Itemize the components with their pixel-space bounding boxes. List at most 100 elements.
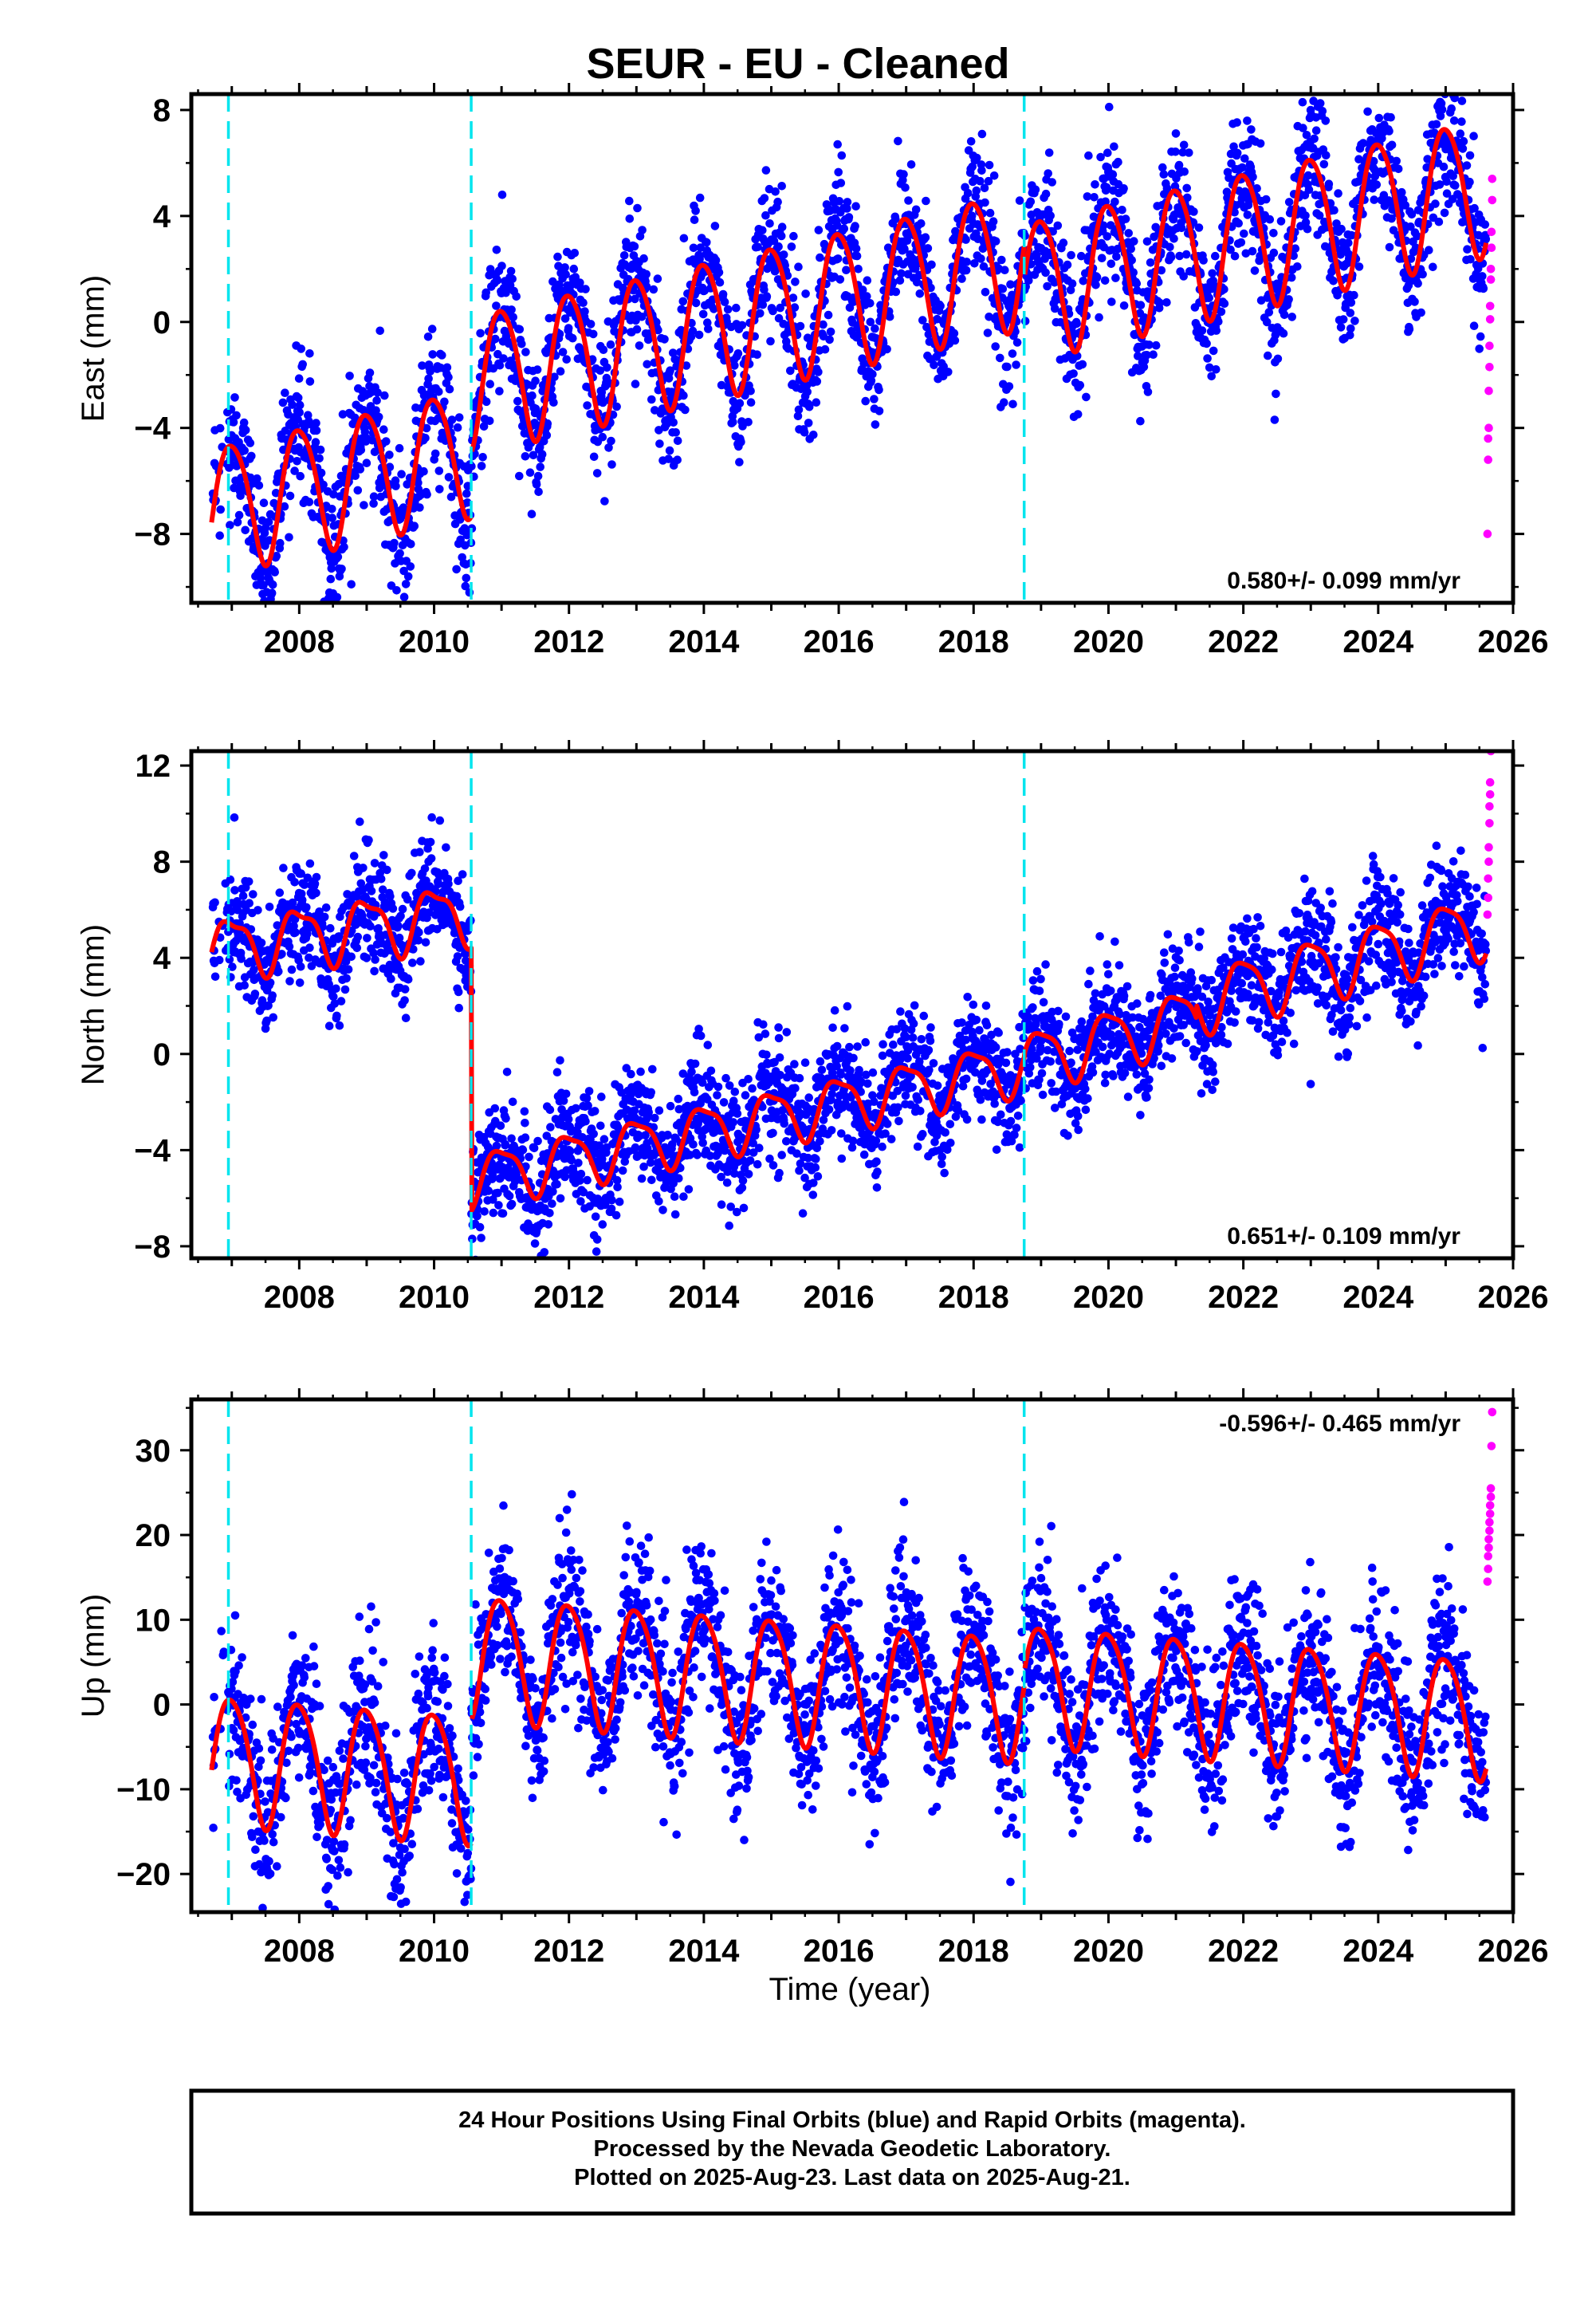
final-point-1-1655 (886, 1135, 896, 1143)
final-point-1-1501 (824, 1105, 834, 1114)
final-point-0-1079 (654, 325, 662, 335)
final-point-0-3047 (1449, 116, 1459, 125)
final-point-1-359 (363, 934, 371, 943)
final-point-0-235 (312, 426, 321, 435)
final-point-0-1363 (769, 306, 777, 316)
final-point-0-2645 (1287, 273, 1296, 282)
final-point-0-1413 (788, 293, 798, 302)
final-point-1-829 (552, 1068, 562, 1076)
final-point-0-2157 (1090, 193, 1099, 202)
final-point-0-352 (360, 501, 368, 510)
final-point-0-663 (485, 416, 494, 426)
final-point-0-1028 (633, 203, 642, 213)
final-point-0-2161 (1091, 281, 1100, 289)
final-point-0-233 (311, 438, 320, 447)
final-point-1-118 (265, 903, 274, 911)
final-point-1-1708 (908, 1033, 918, 1042)
final-point-1-268 (326, 923, 335, 933)
final-point-0-1232 (715, 277, 725, 287)
final-point-0-2114 (1072, 319, 1081, 329)
final-point-1-1645 (883, 1120, 892, 1128)
final-point-0-2730 (1322, 151, 1331, 160)
rapid-point-0-8 (1485, 301, 1495, 311)
final-point-0-337 (353, 486, 363, 495)
final-point-0-2904 (1392, 156, 1401, 166)
final-point-0-403 (380, 391, 389, 400)
final-point-1-1235 (717, 1200, 726, 1209)
final-point-1-585 (454, 987, 463, 997)
final-point-1-1532 (837, 1154, 847, 1163)
final-point-0-646 (478, 453, 487, 462)
final-point-0-1444 (801, 289, 810, 298)
final-point-0-1418 (791, 277, 800, 286)
final-point-0-3068 (1458, 144, 1468, 153)
final-point-0-127 (268, 580, 277, 589)
final-point-0-47 (236, 491, 245, 500)
final-point-1-180 (290, 878, 299, 887)
final-point-0-1377 (774, 242, 783, 251)
final-point-0-1733 (918, 316, 927, 325)
final-point-1-1274 (733, 1109, 742, 1118)
final-point-0-3040 (1447, 104, 1456, 113)
final-point-1-1081 (655, 1106, 664, 1115)
final-point-0-2216 (1114, 157, 1122, 167)
final-point-0-2164 (1092, 273, 1102, 281)
final-point-0-468 (407, 540, 415, 549)
final-point-0-431 (391, 482, 400, 490)
final-point-0-117 (264, 518, 273, 526)
final-point-0-1487 (819, 320, 827, 329)
final-point-0-2659 (1293, 262, 1302, 271)
final-point-0-2511 (1232, 148, 1242, 158)
final-point-0-1705 (906, 160, 916, 169)
final-point-0-2768 (1337, 224, 1346, 234)
final-point-0-500 (419, 466, 428, 476)
final-point-0-2041 (1043, 281, 1052, 291)
final-point-0-135 (271, 489, 281, 498)
final-point-0-787 (535, 443, 544, 452)
final-point-0-771 (529, 451, 538, 460)
final-point-0-2792 (1346, 298, 1356, 307)
final-point-0-1746 (923, 244, 933, 253)
final-point-1-489 (415, 848, 424, 856)
final-point-0-1595 (863, 292, 871, 301)
final-point-0-1264 (729, 417, 737, 427)
final-point-0-1875 (976, 176, 985, 186)
final-point-0-303 (340, 542, 348, 552)
final-point-1-295 (336, 997, 346, 1005)
final-point-0-677 (491, 334, 500, 344)
final-point-0-3062 (1456, 129, 1465, 138)
final-point-1-1224 (713, 1091, 721, 1100)
final-point-0-777 (531, 404, 541, 413)
final-point-0-2611 (1273, 354, 1283, 364)
final-point-0-2226 (1118, 206, 1126, 214)
rapid-point-0-7 (1485, 315, 1495, 324)
final-point-0-776 (531, 376, 540, 386)
x-tick-label-0-3: 2014 (668, 624, 740, 659)
final-point-1-1396 (782, 1028, 792, 1037)
final-point-0-190 (293, 393, 303, 403)
final-point-0-1677 (895, 276, 905, 285)
final-point-0-1326 (753, 242, 762, 252)
final-point-1-1510 (828, 1023, 837, 1033)
final-point-0-1040 (638, 226, 647, 234)
final-point-1-1080 (655, 1197, 663, 1206)
final-point-1-1591 (861, 1037, 870, 1047)
final-point-0-1008 (625, 196, 634, 206)
final-point-0-1141 (678, 297, 688, 306)
final-point-0-401 (379, 425, 388, 434)
final-point-0-2373 (1177, 223, 1186, 233)
final-point-0-104 (259, 580, 268, 589)
final-point-0-2435 (1202, 339, 1211, 348)
final-point-0-377 (369, 492, 379, 501)
final-point-0-558 (442, 363, 452, 372)
final-point-0-1841 (961, 266, 971, 275)
final-point-1-209 (302, 903, 311, 912)
final-point-1-684 (494, 1201, 503, 1210)
final-point-1-857 (564, 1115, 573, 1124)
final-point-1-810 (545, 1209, 554, 1218)
final-point-0-1033 (635, 341, 644, 350)
final-point-1-5 (210, 898, 219, 907)
final-point-0-608 (463, 498, 472, 507)
final-point-0-1199 (702, 238, 711, 247)
final-point-0-2957 (1413, 279, 1422, 288)
